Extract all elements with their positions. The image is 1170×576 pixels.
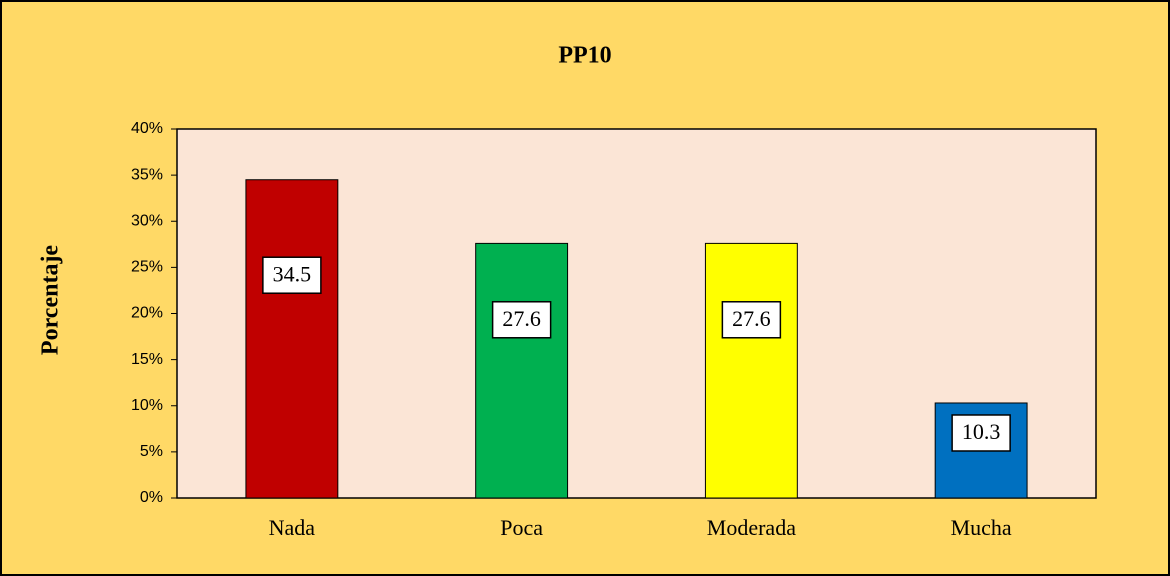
- y-tick-label: 10%: [131, 397, 163, 414]
- x-tick-label: Mucha: [951, 515, 1012, 540]
- chart-title: PP10: [558, 43, 611, 69]
- bar: [475, 242, 569, 499]
- data-label: 27.6: [732, 306, 771, 331]
- y-axis-label: Porcentaje: [38, 245, 64, 356]
- y-tick-label: 15%: [131, 351, 163, 368]
- x-tick-label: Nada: [269, 515, 316, 540]
- data-label-box: [262, 256, 322, 294]
- bar: [704, 242, 798, 499]
- y-tick-label: 5%: [140, 443, 163, 460]
- data-label-box: [491, 301, 552, 339]
- data-label: 34.5: [273, 261, 312, 286]
- y-tick-label: 35%: [131, 166, 163, 183]
- data-label: 27.6: [502, 306, 541, 331]
- y-tick-label: 30%: [131, 212, 163, 229]
- y-tick-label: 40%: [131, 120, 163, 137]
- data-label: 10.3: [962, 419, 1001, 444]
- y-tick-label: 20%: [131, 305, 163, 322]
- data-label-box: [951, 414, 1011, 452]
- data-label-box: [721, 301, 782, 339]
- x-tick-label: Moderada: [707, 515, 796, 540]
- x-tick-label: Poca: [500, 515, 543, 540]
- y-tick-label: 0%: [140, 489, 163, 506]
- y-tick-label: 25%: [131, 259, 163, 276]
- bar: [245, 179, 339, 499]
